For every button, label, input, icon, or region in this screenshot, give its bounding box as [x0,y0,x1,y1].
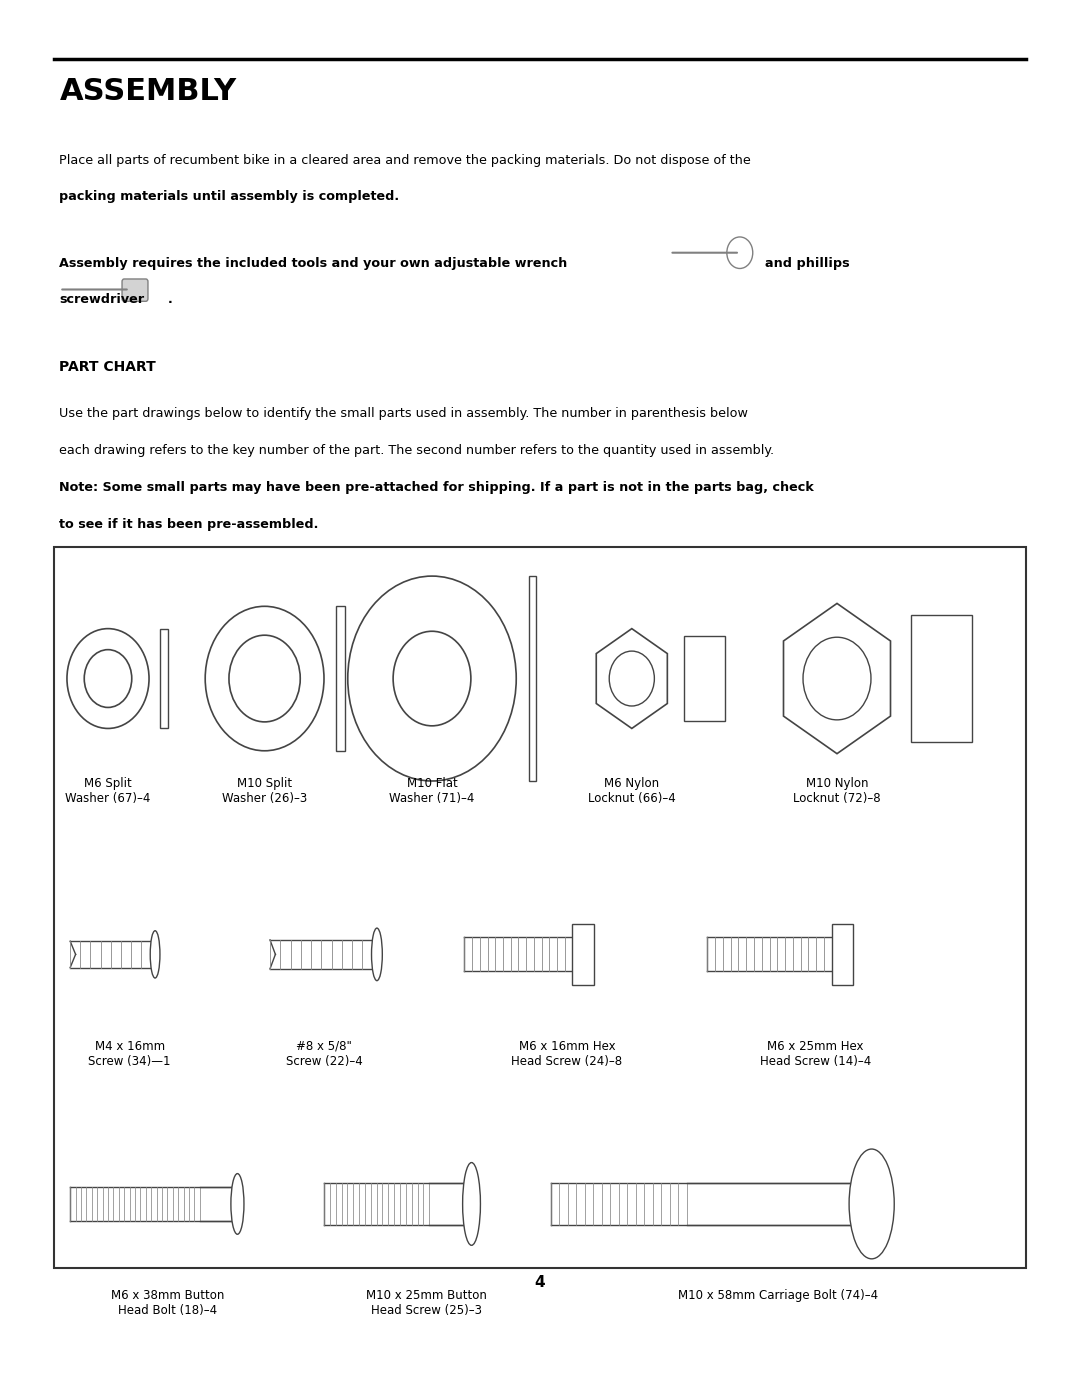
Bar [910,615,972,742]
Ellipse shape [849,1150,894,1259]
Text: M10 x 25mm Button
Head Screw (25)–3: M10 x 25mm Button Head Screw (25)–3 [366,1289,487,1317]
Ellipse shape [759,1352,783,1397]
Text: screwdriver: screwdriver [59,293,145,306]
Bar [529,576,536,781]
Bar [160,629,168,728]
Text: M10 Split
Washer (26)–3: M10 Split Washer (26)–3 [222,777,307,805]
Text: Place all parts of recumbent bike in a cleared area and remove the packing mater: Place all parts of recumbent bike in a c… [59,154,752,166]
Ellipse shape [150,930,160,978]
Text: PART CHART: PART CHART [59,359,157,373]
Text: M6 x 16mm Hex
Head Screw (24)–8: M6 x 16mm Hex Head Screw (24)–8 [512,1039,622,1067]
Text: M6 x 38mm Button
Head Bolt (18)–4: M6 x 38mm Button Head Bolt (18)–4 [111,1289,224,1317]
Text: each drawing refers to the key number of the part. The second number refers to t: each drawing refers to the key number of… [59,444,774,457]
Text: and phillips: and phillips [756,257,850,270]
Text: ASSEMBLY: ASSEMBLY [59,77,237,106]
Text: to see if it has been pre-assembled.: to see if it has been pre-assembled. [59,518,319,531]
Text: M10 Flat
Washer (71)–4: M10 Flat Washer (71)–4 [389,777,475,805]
Text: Use the part drawings below to identify the small parts used in assembly. The nu: Use the part drawings below to identify … [59,408,748,420]
FancyBboxPatch shape [54,548,1026,1267]
Ellipse shape [372,928,382,981]
Text: packing materials until assembly is completed.: packing materials until assembly is comp… [59,190,400,204]
Text: 4: 4 [535,1275,545,1289]
Text: M6 x 25mm Hex
Head Screw (14)–4: M6 x 25mm Hex Head Screw (14)–4 [759,1039,872,1067]
Text: Note: Some small parts may have been pre-attached for shipping. If a part is not: Note: Some small parts may have been pre… [59,481,814,495]
Bar [336,606,346,750]
Text: .: . [167,293,172,306]
Text: M10 Nylon
Locknut (72)–8: M10 Nylon Locknut (72)–8 [793,777,881,805]
Text: M6 Nylon
Locknut (66)–4: M6 Nylon Locknut (66)–4 [588,777,676,805]
Text: M4 x 16mm
Screw (34)—1: M4 x 16mm Screw (34)—1 [89,1039,171,1067]
Bar [572,925,594,985]
Text: Assembly requires the included tools and your own adjustable wrench: Assembly requires the included tools and… [59,257,568,270]
FancyBboxPatch shape [122,279,148,302]
Text: #8 x 5/8"
Screw (22)–4: #8 x 5/8" Screw (22)–4 [285,1039,363,1067]
Text: M6 Split
Washer (67)–4: M6 Split Washer (67)–4 [65,777,151,805]
Text: M10 x 58mm Carriage Bolt (74)–4: M10 x 58mm Carriage Bolt (74)–4 [677,1289,878,1302]
Bar [832,925,853,985]
Ellipse shape [462,1162,481,1245]
Bar [684,636,725,721]
Ellipse shape [231,1173,244,1235]
